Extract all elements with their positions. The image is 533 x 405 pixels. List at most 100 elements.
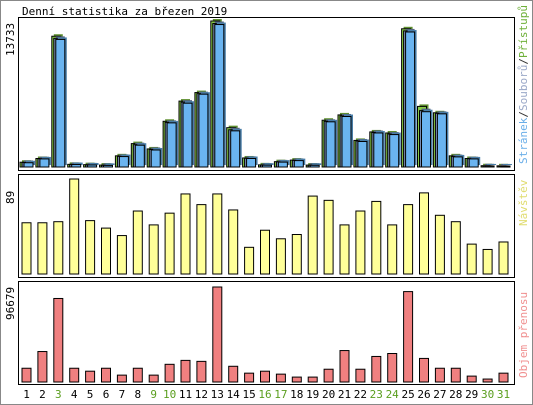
bar-stránek-31-shade [503, 164, 512, 166]
bar-stránek-15 [246, 157, 257, 168]
middle-ymax-label: 89 [4, 191, 17, 204]
bar-stránek-17 [277, 161, 288, 168]
bar-objem-19 [307, 376, 318, 383]
bottom-legend: Objem přenosu [517, 292, 530, 378]
bar-navstev-21 [339, 224, 350, 275]
legend-part: Stránek [517, 117, 530, 164]
top-bars [19, 19, 512, 168]
bar-stránek-31 [500, 165, 511, 168]
x-tick-label-8: 8 [134, 388, 141, 401]
x-tick-label-16: 16 [258, 388, 271, 401]
bar-navstev-13 [212, 193, 223, 275]
legend-part: Objem přenosu [517, 292, 530, 378]
bar-stránek-20 [325, 121, 336, 168]
bar-stránek-23 [373, 132, 384, 168]
bar-navstev-11 [180, 193, 191, 275]
bar-navstev-25 [403, 204, 414, 275]
bar-stránek-26 [421, 111, 431, 168]
bar-navstev-27 [434, 214, 445, 275]
bar-objem-11 [180, 359, 191, 383]
x-tick-label-29: 29 [465, 388, 478, 401]
bar-stránek-18 [293, 160, 304, 168]
x-axis-labels: 1 2 3 4 5 6 7 8 9 10 11 12 13 14 15 16 17 18 19 20 21 22 23 24 2… [23, 388, 510, 401]
bar-navstev-9 [148, 224, 159, 275]
bar-objem-28 [450, 367, 461, 383]
bar-stránek-6 [103, 164, 113, 168]
bar-objem-6 [101, 367, 111, 383]
bar-stránek-5-shade [89, 162, 99, 165]
x-tick-label-2: 2 [39, 388, 46, 401]
bar-stránek-1 [23, 162, 34, 168]
middle-bars [21, 178, 509, 275]
bar-stránek-6-shade [105, 163, 115, 165]
bar-navstev-5 [85, 220, 96, 275]
bar-objem-18 [291, 376, 302, 383]
bar-navstev-2 [37, 222, 48, 275]
bar-objem-13 [212, 286, 223, 383]
bar-stránek-4-shade [73, 162, 83, 165]
bar-stránek-22 [357, 140, 368, 168]
x-tick-label-7: 7 [119, 388, 126, 401]
x-tick-label-9: 9 [150, 388, 157, 401]
x-tick-label-19: 19 [306, 388, 319, 401]
x-tick-label-23: 23 [370, 388, 383, 401]
bar-navstev-20 [323, 199, 334, 275]
x-tick-label-14: 14 [227, 388, 241, 401]
bar-stránek-19 [309, 164, 320, 168]
x-tick-label-25: 25 [401, 388, 414, 401]
bar-navstev-31 [498, 241, 509, 275]
legend-part: Souborů [517, 65, 530, 111]
bar-navstev-7 [116, 235, 127, 275]
bar-objem-17 [275, 373, 286, 383]
legend-part: / [517, 111, 530, 118]
bar-objem-26 [419, 357, 429, 383]
x-tick-label-3: 3 [55, 388, 62, 401]
bar-stránek-7 [118, 156, 129, 168]
bar-objem-15 [244, 372, 255, 383]
bar-navstev-28 [450, 221, 461, 275]
x-tick-label-21: 21 [338, 388, 351, 401]
bar-navstev-18 [291, 234, 302, 275]
bar-objem-24 [387, 353, 398, 383]
bar-navstev-12 [196, 204, 207, 275]
bar-stránek-24 [389, 134, 400, 168]
bottom-ymax-label: 96679 [4, 287, 17, 320]
bar-stránek-30-shade [487, 163, 497, 165]
x-tick-label-10: 10 [163, 388, 176, 401]
bar-objem-1 [21, 367, 32, 383]
bar-navstev-29 [466, 243, 477, 275]
x-tick-label-4: 4 [71, 388, 78, 401]
legend-part: Návštěv [517, 179, 530, 226]
bar-stránek-29 [468, 158, 479, 168]
bar-objem-2 [37, 351, 48, 383]
x-tick-label-31: 31 [497, 388, 510, 401]
bar-objem-25 [403, 291, 414, 383]
bar-navstev-24 [387, 224, 398, 275]
bar-stránek-4 [71, 164, 82, 168]
bar-navstev-4 [69, 178, 80, 275]
bar-stránek-11 [182, 102, 193, 168]
x-tick-label-6: 6 [103, 388, 110, 401]
bar-objem-23 [371, 355, 382, 383]
bar-stránek-16 [262, 164, 272, 168]
bar-navstev-19 [307, 195, 318, 275]
x-tick-label-26: 26 [417, 388, 430, 401]
bar-stránek-28 [452, 156, 463, 168]
bar-navstev-16 [260, 229, 270, 275]
bar-navstev-1 [21, 222, 32, 275]
x-tick-label-15: 15 [242, 388, 255, 401]
bar-navstev-17 [275, 238, 286, 275]
bar-objem-20 [323, 368, 334, 383]
x-tick-label-13: 13 [211, 388, 224, 401]
bar-navstev-22 [355, 210, 366, 275]
legend-part: / [517, 58, 530, 65]
bar-navstev-23 [371, 200, 382, 275]
bar-objem-4 [69, 367, 80, 383]
bar-objem-14 [228, 365, 239, 383]
bar-navstev-30 [482, 248, 493, 275]
bottom-bars [21, 286, 509, 383]
bar-navstev-15 [244, 246, 255, 275]
bar-objem-9 [148, 374, 159, 383]
x-tick-label-20: 20 [322, 388, 335, 401]
